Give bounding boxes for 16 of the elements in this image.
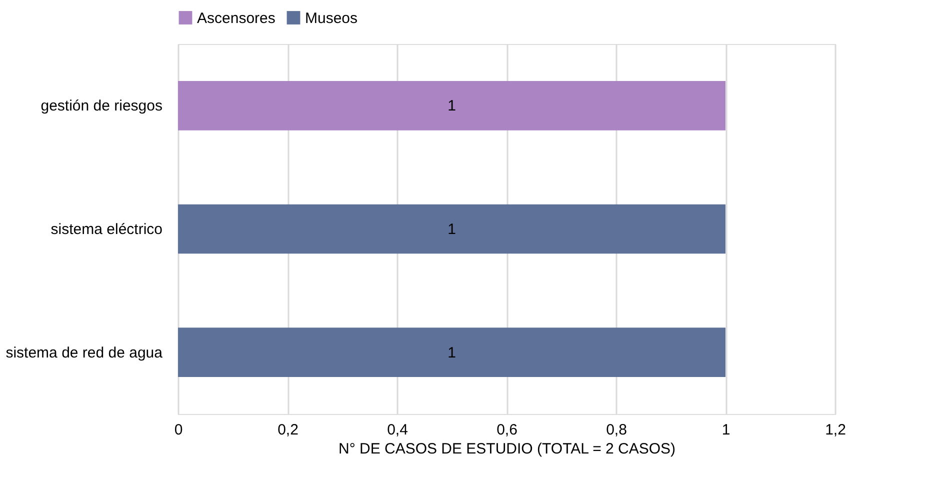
x-tick-label: 0,6	[496, 422, 518, 438]
x-axis-title: N° DE CASOS DE ESTUDIO (TOTAL = 2 CASOS)	[338, 440, 676, 458]
y-tick-label: gestión de riesgos	[40, 98, 162, 115]
x-tick-label: 0,2	[278, 422, 298, 438]
data-label: 1	[448, 344, 456, 362]
y-tick-label: sistema eléctrico	[50, 221, 162, 238]
data-label: 1	[448, 221, 456, 238]
x-tick-label: 0	[174, 422, 183, 438]
data-label: 1	[448, 98, 456, 115]
y-tick-label: sistema de red de agua	[6, 344, 164, 362]
x-tick-label: 0,4	[387, 422, 408, 438]
x-tick-label: 1,2	[825, 422, 846, 438]
legend-label: Museos	[305, 10, 358, 27]
x-tick-label: 1	[722, 422, 730, 438]
legend-label: Ascensores	[197, 10, 276, 27]
x-tick-label: 0,8	[606, 422, 627, 438]
